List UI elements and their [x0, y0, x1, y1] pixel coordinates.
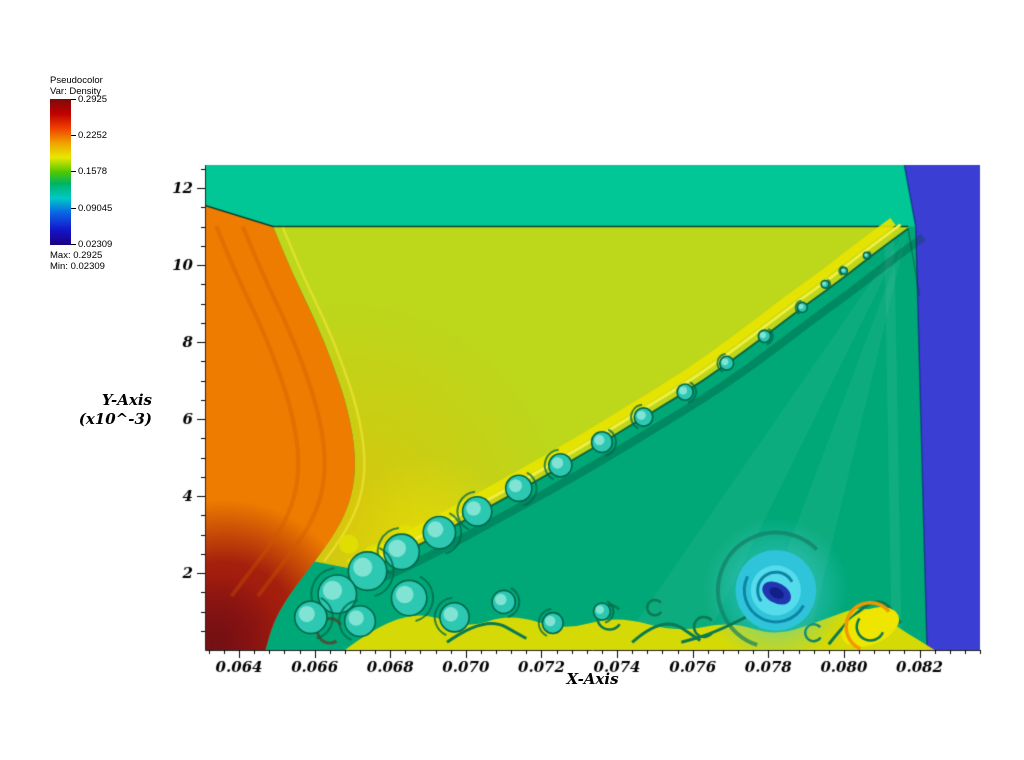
colorbar-tick-mark [71, 98, 76, 101]
colorbar-tick: 0.1578 [71, 166, 108, 177]
y-axis-title: Y-Axis (x10^-3) [36, 391, 152, 429]
colorbar-tick-mark [71, 207, 76, 210]
colorbar-tick-mark [71, 170, 76, 173]
colorbar-tick-mark [71, 134, 76, 137]
colorbar-tick: 0.2252 [71, 130, 108, 141]
colorbar-tick-label: 0.09045 [78, 203, 113, 214]
y-axis-title-line1: Y-Axis [101, 391, 152, 409]
colorbar-tick: 0.02309 [71, 239, 113, 250]
colorbar-tick: 0.2925 [71, 94, 108, 105]
colorbar-tick-mark [71, 243, 76, 246]
colorbar-tick-label: 0.2252 [78, 130, 108, 141]
colorbar-gradient [50, 99, 71, 245]
colorbar-tick-label: 0.2925 [78, 94, 108, 105]
colorbar-tick-label: 0.1578 [78, 166, 108, 177]
colorbar-legend: Pseudocolor Var: Density 0.2925 0.2252 0… [50, 75, 146, 272]
legend-variable: Var: Density [50, 86, 102, 97]
legend-title: Pseudocolor [50, 75, 103, 86]
colorbar-tick: 0.09045 [71, 203, 113, 214]
colorbar: 0.2925 0.2252 0.1578 0.09045 0.02309 [50, 94, 146, 250]
y-axis-title-line2: (x10^-3) [78, 410, 152, 428]
colorbar-tick-label: 0.02309 [78, 239, 113, 250]
legend-max: Max: 0.2925 [50, 250, 103, 261]
legend-min: Min: 0.02309 [50, 261, 105, 272]
x-axis-title: X-Axis [566, 670, 619, 688]
